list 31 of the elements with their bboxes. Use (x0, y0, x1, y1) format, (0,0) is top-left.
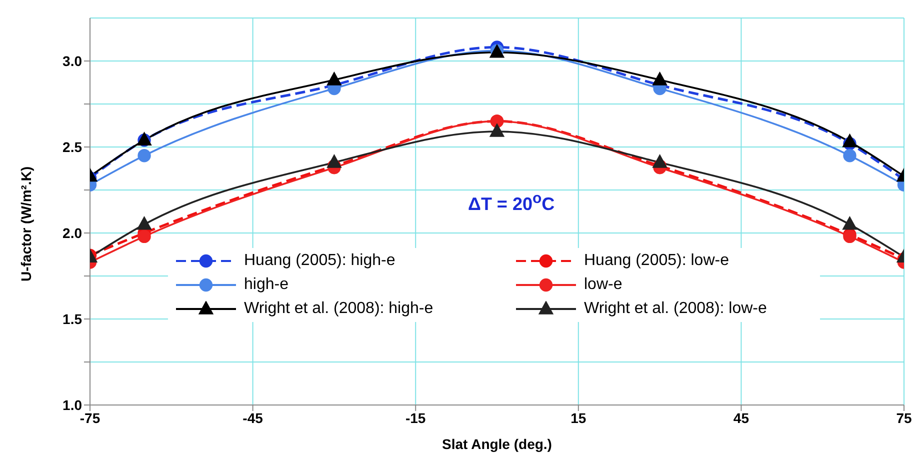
y-tick-label: 1.0 (62, 396, 82, 413)
x-tick-label: 45 (733, 410, 750, 426)
point (327, 154, 342, 168)
point (137, 216, 152, 230)
y-tick-label: 2.0 (62, 224, 82, 241)
point (138, 230, 151, 244)
legend-label: high-e (244, 276, 288, 294)
annotation: ΔT = 20$^{o}$C (468, 190, 555, 214)
x-tick-label: -15 (405, 410, 426, 426)
point (652, 154, 667, 168)
y-tick-label: 1.5 (62, 310, 82, 327)
legend-label: Huang (2005): high-e (244, 252, 396, 270)
point (843, 149, 856, 162)
point (138, 149, 151, 162)
y-tick-label: 3.0 (62, 52, 82, 69)
point (652, 72, 667, 86)
legend-label: Wright et al. (2008): high-e (244, 300, 434, 318)
point (490, 124, 504, 137)
y-axis-title: U-factor (W/m².K) (18, 166, 34, 282)
point (327, 72, 342, 86)
x-axis-title: Slat Angle (deg.) (442, 436, 552, 452)
y-tick-label: 2.5 (62, 138, 82, 155)
x-tick-label: -75 (80, 410, 100, 426)
x-tick-label: 15 (570, 410, 586, 426)
legend-label: Huang (2005): low-e (584, 252, 729, 270)
x-tick-label: -45 (242, 410, 264, 426)
x-tick-label: 75 (896, 410, 912, 426)
legend-label: low-e (584, 276, 622, 294)
legend-label: Wright et al. (2008): low-e (584, 300, 767, 318)
point (842, 216, 857, 230)
point (842, 134, 857, 148)
